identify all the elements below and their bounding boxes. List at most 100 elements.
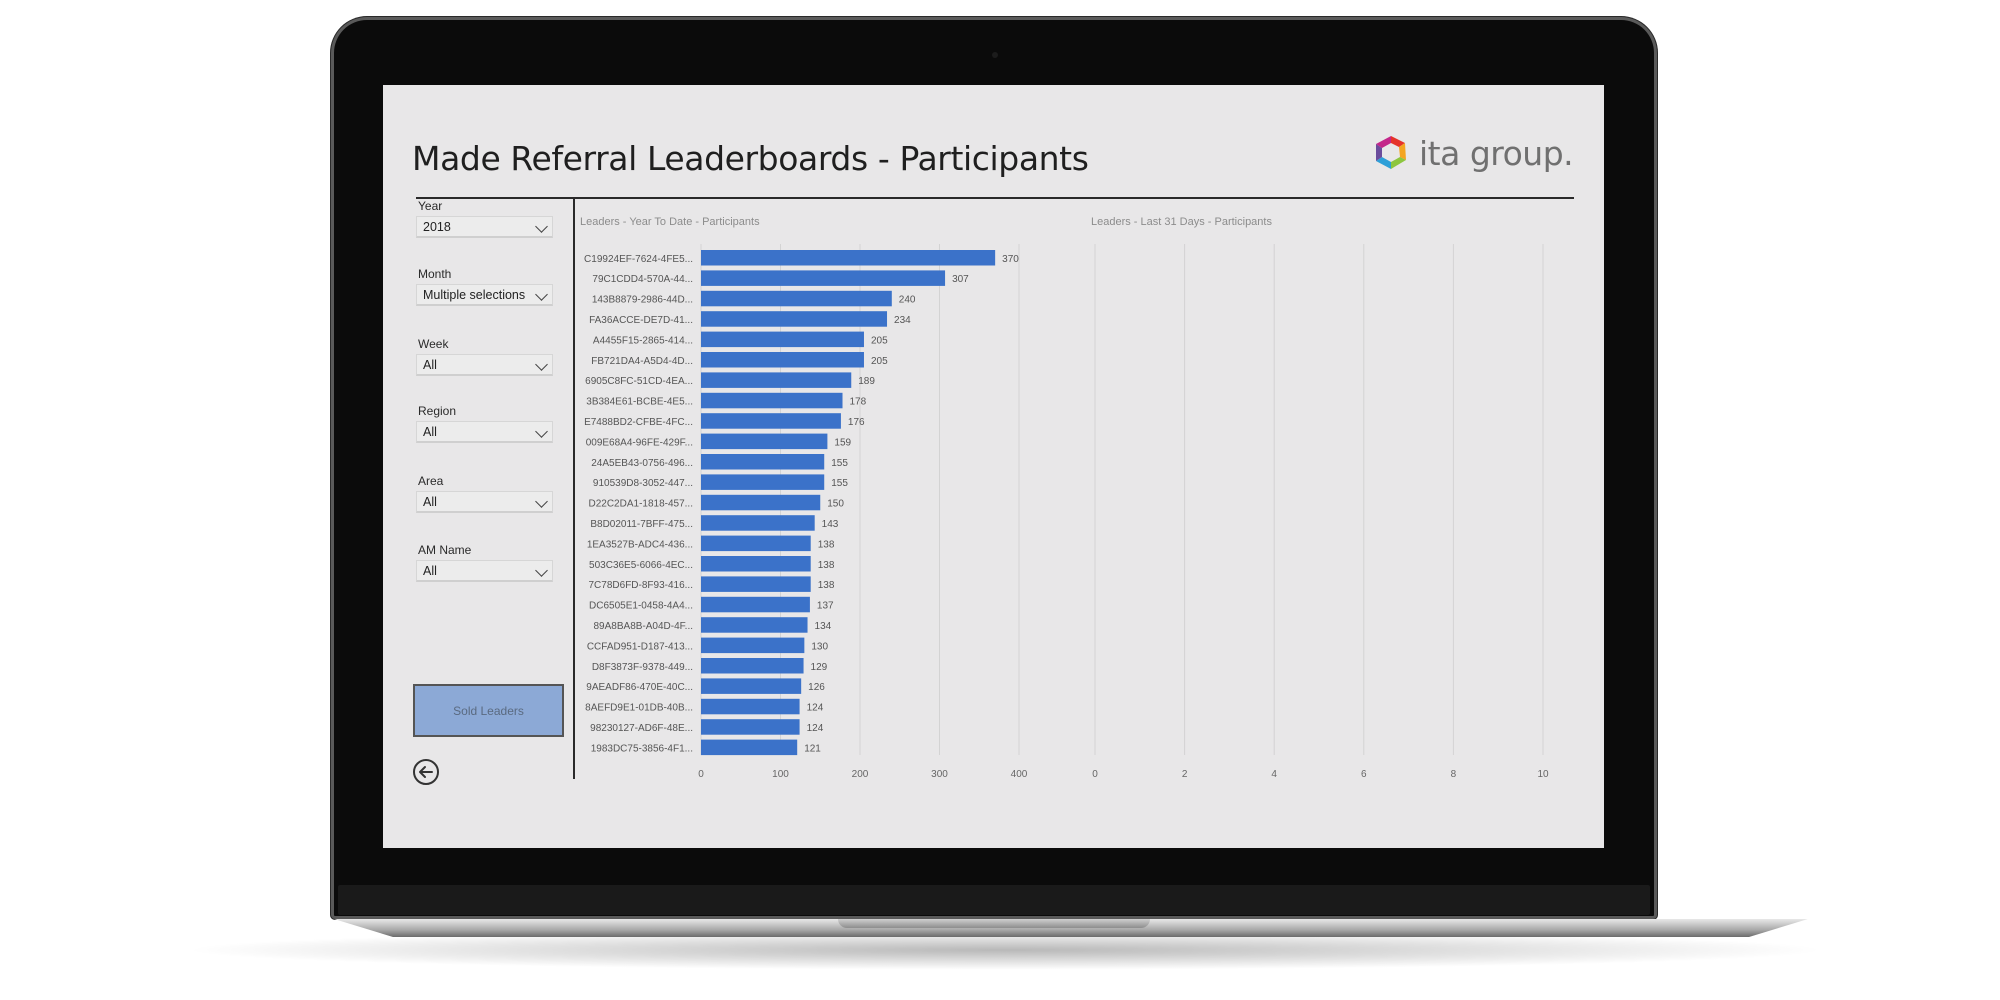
ita-group-logo-icon [1376, 136, 1406, 169]
x-tick-label: 0 [1092, 769, 1098, 780]
data-label: 159 [834, 437, 851, 448]
bar [701, 474, 825, 490]
data-label: 155 [831, 478, 848, 489]
category-label: 503C36E5-6066-4EC... [589, 560, 693, 571]
last31-chart-title: Leaders - Last 31 Days - Participants [1091, 216, 1272, 228]
category-label: A4455F15-2865-414... [593, 335, 693, 346]
data-label: 126 [808, 682, 825, 693]
data-label: 370 [1002, 254, 1019, 265]
category-label: 79C1CDD4-570A-44... [592, 274, 693, 285]
bar [701, 413, 841, 429]
bar [701, 494, 821, 511]
bar [701, 392, 843, 409]
data-label: 134 [815, 621, 832, 632]
bar [701, 250, 996, 266]
data-label: 130 [811, 641, 828, 652]
data-label: 129 [811, 662, 828, 673]
bar [701, 311, 888, 327]
report-page: Made Referral Leaderboards - Participant… [383, 85, 1604, 848]
am-name-slicer[interactable]: All [416, 560, 553, 582]
year-slicer[interactable]: 2018 [416, 216, 553, 238]
data-label: 138 [818, 539, 835, 550]
category-label: 6905C8FC-51CD-4EA... [585, 376, 693, 387]
back-arrow-icon[interactable] [412, 758, 440, 786]
bar [701, 352, 864, 368]
data-label: 143 [822, 519, 839, 530]
category-label: 7C78D6FD-8F93-416... [589, 580, 694, 591]
sold-leaders-button[interactable]: Sold Leaders [413, 684, 564, 737]
x-tick-label: 2 [1182, 769, 1188, 780]
area-slicer[interactable]: All [416, 491, 553, 513]
area-slicer-label: Area [418, 474, 444, 488]
ita-group-logo: ita group. [1371, 133, 1574, 173]
category-label: 89A8BA8B-A04D-4F... [594, 621, 694, 632]
x-tick-label: 400 [1011, 769, 1028, 780]
data-label: 124 [807, 723, 824, 734]
x-tick-label: 0 [698, 769, 704, 780]
bar [701, 596, 810, 613]
am-name-slicer-value: All [423, 564, 437, 578]
data-label: 138 [818, 560, 835, 571]
bar [701, 270, 946, 286]
category-label: E7488BD2-CFBE-4FC... [584, 417, 693, 428]
data-label: 189 [858, 376, 875, 387]
category-label: 9AEADF86-470E-40C... [586, 682, 693, 693]
bar [701, 678, 802, 694]
month-slicer-value: Multiple selections [423, 288, 526, 302]
bar [701, 658, 804, 674]
month-slicer[interactable]: Multiple selections [416, 284, 553, 306]
x-tick-label: 200 [852, 769, 869, 780]
category-label: 1983DC75-3856-4F1... [591, 743, 693, 754]
bar [701, 515, 815, 531]
data-label: 205 [871, 356, 888, 367]
camera [992, 52, 998, 58]
week-slicer[interactable]: All [416, 354, 553, 376]
data-label: 205 [871, 335, 888, 346]
data-label: 121 [804, 743, 821, 754]
x-tick-label: 6 [1361, 769, 1367, 780]
laptop-bezel-bottom [338, 885, 1650, 915]
bar [701, 535, 811, 552]
ytd-chart-title: Leaders - Year To Date - Participants [580, 216, 760, 228]
x-tick-label: 10 [1537, 769, 1549, 780]
region-slicer-label: Region [418, 404, 457, 418]
x-tick-label: 8 [1451, 769, 1457, 780]
data-label: 138 [818, 580, 835, 591]
year-slicer-label: Year [418, 199, 443, 213]
category-label: FA36ACCE-DE7D-41... [589, 315, 693, 326]
bar [701, 637, 805, 654]
area-slicer-value: All [423, 495, 437, 509]
page-title: Made Referral Leaderboards - Participant… [412, 139, 1089, 178]
category-label: 910539D8-3052-447... [593, 478, 693, 489]
data-label: 137 [817, 601, 834, 612]
category-label: C19924EF-7624-4FE5... [584, 254, 693, 265]
region-slicer-value: All [423, 425, 437, 439]
x-tick-label: 300 [931, 769, 948, 780]
category-label: B8D02011-7BFF-475... [590, 519, 693, 530]
logo-text: ita group. [1419, 133, 1574, 173]
am-name-slicer-label: AM Name [418, 543, 472, 557]
bar [701, 433, 828, 450]
data-label: 150 [827, 499, 844, 510]
bar [701, 556, 811, 572]
bar [701, 290, 892, 307]
bar [701, 331, 864, 348]
bar [701, 372, 852, 388]
week-slicer-value: All [423, 358, 437, 372]
data-label: 178 [850, 397, 867, 408]
bar [701, 454, 825, 470]
filter-panel-divider [573, 198, 575, 779]
category-label: 1EA3527B-ADC4-436... [587, 539, 693, 550]
category-label: 143B8879-2986-44D... [592, 295, 693, 306]
category-label: FB721DA4-A5D4-4D... [591, 356, 693, 367]
data-label: 176 [848, 417, 865, 428]
x-tick-label: 100 [772, 769, 789, 780]
category-label: 009E68A4-96FE-429F... [586, 437, 693, 448]
category-label: DC6505E1-0458-4A4... [589, 601, 693, 612]
region-slicer[interactable]: All [416, 421, 553, 443]
data-label: 234 [894, 315, 911, 326]
month-slicer-label: Month [418, 267, 452, 281]
data-label: 307 [952, 274, 969, 285]
category-label: 3B384E61-BCBE-4E5... [586, 397, 693, 408]
